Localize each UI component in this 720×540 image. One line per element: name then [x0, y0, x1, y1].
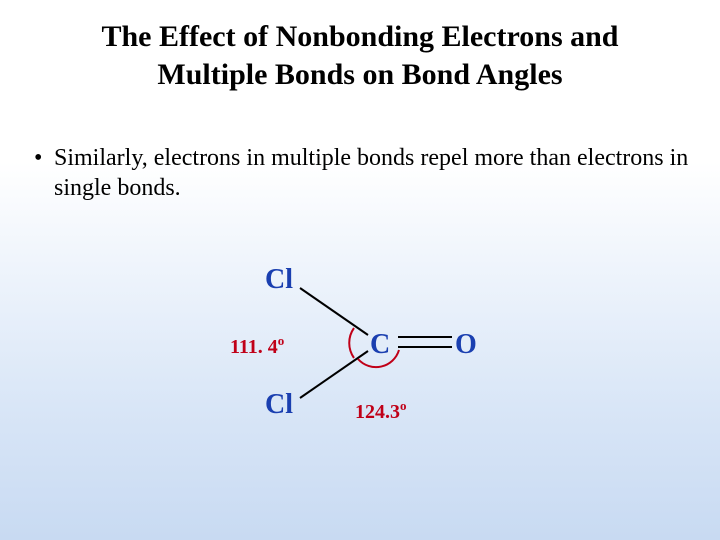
bond-c-cl-bottom	[300, 351, 368, 398]
bullet-text: Similarly, electrons in multiple bonds r…	[54, 143, 690, 203]
angle-label-clcl: 111. 4o	[230, 333, 284, 358]
atom-o: O	[455, 329, 477, 360]
atom-cl-bottom: Cl	[265, 389, 293, 420]
bullet-item: • Similarly, electrons in multiple bonds…	[30, 143, 690, 203]
bullet-marker: •	[30, 143, 54, 173]
molecule-diagram-container: Cl Cl C O 111. 4o 124.3o	[30, 243, 690, 443]
atom-cl-top: Cl	[265, 264, 293, 295]
bond-c-cl-top	[300, 288, 368, 335]
angle-label-clo: 124.3o	[355, 398, 407, 423]
svg-text:124.3o: 124.3o	[355, 398, 407, 423]
angle-arc-clcl	[349, 328, 354, 358]
svg-text:111. 4o: 111. 4o	[230, 333, 284, 358]
molecule-diagram: Cl Cl C O 111. 4o 124.3o	[200, 243, 520, 443]
slide-title: The Effect of Nonbonding Electrons and M…	[50, 18, 670, 93]
atom-c: C	[370, 329, 390, 360]
